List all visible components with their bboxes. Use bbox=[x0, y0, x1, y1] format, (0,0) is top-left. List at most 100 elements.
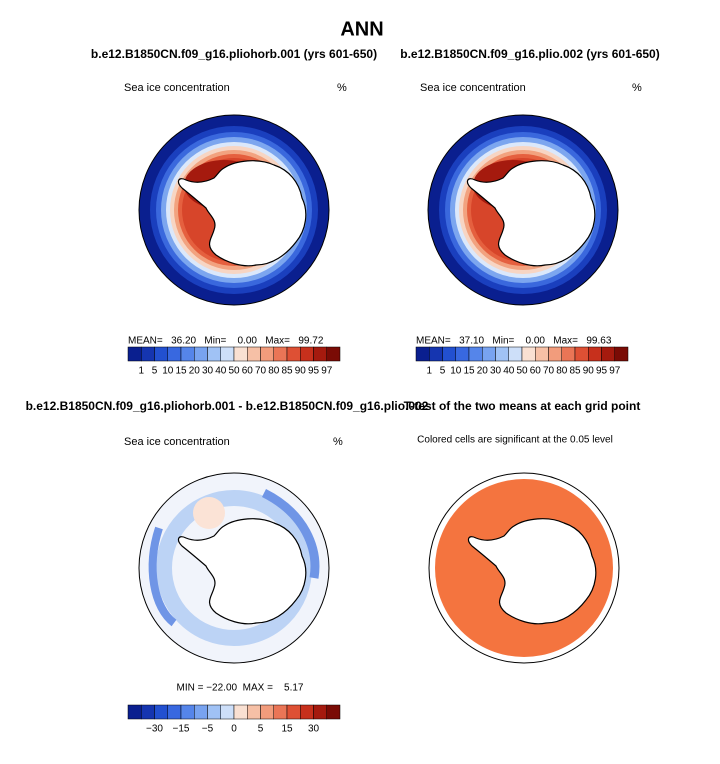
colorbar-box bbox=[468, 346, 483, 362]
colorbar-label: 10 bbox=[450, 366, 462, 377]
polar-map bbox=[138, 472, 330, 664]
colorbar-label: 30 bbox=[490, 366, 502, 377]
colorbar-label: −30 bbox=[146, 724, 163, 735]
colorbar-label: 5 bbox=[258, 724, 264, 735]
stats: MIN = −22.00 MAX = 5.17 bbox=[176, 683, 303, 694]
colorbar-label: 95 bbox=[308, 366, 320, 377]
colorbar-box bbox=[429, 346, 443, 362]
colorbar-box bbox=[194, 704, 208, 720]
unit-label: % bbox=[632, 82, 642, 94]
colorbar-box bbox=[207, 704, 221, 720]
colorbar-box bbox=[273, 704, 288, 720]
colorbar-box bbox=[127, 704, 142, 720]
polar-map bbox=[427, 114, 619, 306]
field-label: Sea ice concentration bbox=[124, 82, 230, 94]
colorbar-label: 60 bbox=[530, 366, 542, 377]
colorbar-box bbox=[220, 704, 235, 720]
colorbar-box bbox=[415, 346, 430, 362]
colorbar-label: 80 bbox=[268, 366, 280, 377]
colorbar-label: 90 bbox=[583, 366, 595, 377]
colorbar-box bbox=[233, 346, 248, 362]
colorbar-box bbox=[614, 346, 629, 362]
colorbar-box bbox=[313, 704, 327, 720]
diff-warm bbox=[193, 497, 225, 529]
panel-title: b.e12.B1850CN.f09_g16.plio.002 (yrs 601-… bbox=[400, 47, 659, 61]
colorbar-box bbox=[601, 346, 615, 362]
colorbar-box bbox=[286, 704, 301, 720]
colorbar-label: 40 bbox=[215, 366, 227, 377]
colorbar-label: 15 bbox=[281, 724, 293, 735]
colorbar-box bbox=[154, 346, 168, 362]
colorbar-box bbox=[194, 346, 208, 362]
colorbar-box bbox=[521, 346, 536, 362]
colorbar-box bbox=[455, 346, 470, 362]
colorbar-box bbox=[273, 346, 288, 362]
colorbar-label: 85 bbox=[281, 366, 293, 377]
colorbar-box bbox=[326, 346, 341, 362]
colorbar-label: 10 bbox=[162, 366, 174, 377]
colorbar-label: 80 bbox=[556, 366, 568, 377]
colorbar-label: 30 bbox=[202, 366, 214, 377]
panel-subtitle: Colored cells are significant at the 0.0… bbox=[417, 435, 613, 446]
colorbar-box bbox=[180, 346, 195, 362]
map-border bbox=[427, 114, 619, 306]
colorbar-box bbox=[247, 346, 261, 362]
diff-band bbox=[148, 526, 177, 627]
colorbar-box bbox=[482, 346, 496, 362]
colorbar-label: 97 bbox=[321, 366, 333, 377]
colorbar-box bbox=[260, 704, 274, 720]
colorbar-label: 1 bbox=[138, 366, 144, 377]
colorbar-box bbox=[220, 346, 235, 362]
colorbar-box bbox=[127, 346, 142, 362]
diff-band bbox=[261, 488, 320, 579]
unit-label: % bbox=[333, 436, 343, 448]
colorbar-box bbox=[574, 346, 589, 362]
colorbar-box bbox=[286, 346, 301, 362]
colorbar-label: 15 bbox=[175, 366, 187, 377]
colorbar-label: 20 bbox=[189, 366, 201, 377]
colorbar-label: 40 bbox=[503, 366, 515, 377]
colorbar-label: 85 bbox=[569, 366, 581, 377]
colorbar-box bbox=[535, 346, 549, 362]
colorbar-label: 5 bbox=[152, 366, 158, 377]
colorbar-box bbox=[247, 704, 261, 720]
colorbar-label: 1 bbox=[426, 366, 432, 377]
panel-title: T-test of the two means at each grid poi… bbox=[404, 399, 641, 413]
colorbar-label: 70 bbox=[543, 366, 555, 377]
colorbar-label: 50 bbox=[228, 366, 240, 377]
colorbar-box bbox=[180, 704, 195, 720]
colorbar-label: 5 bbox=[440, 366, 446, 377]
colorbar-box bbox=[260, 346, 274, 362]
colorbar-label: 15 bbox=[463, 366, 475, 377]
colorbar-box bbox=[442, 346, 456, 362]
colorbar-label: 20 bbox=[477, 366, 489, 377]
colorbar-label: 70 bbox=[255, 366, 267, 377]
colorbar-box bbox=[167, 346, 182, 362]
colorbar-box bbox=[561, 346, 576, 362]
colorbar-box bbox=[141, 704, 155, 720]
unit-label: % bbox=[337, 82, 347, 94]
panel-title: b.e12.B1850CN.f09_g16.pliohorb.001 (yrs … bbox=[91, 47, 377, 61]
panel-title: b.e12.B1850CN.f09_g16.pliohorb.001 - b.e… bbox=[26, 399, 429, 413]
colorbar-box bbox=[326, 704, 341, 720]
field-label: Sea ice concentration bbox=[420, 82, 526, 94]
colorbar-box bbox=[207, 346, 221, 362]
colorbar-box bbox=[300, 704, 314, 720]
colorbar-box bbox=[548, 346, 562, 362]
field-label: Sea ice concentration bbox=[124, 436, 230, 448]
colorbar-box bbox=[588, 346, 602, 362]
polar-map bbox=[428, 472, 620, 664]
colorbar-label: 50 bbox=[516, 366, 528, 377]
stats: MEAN= 37.10 Min= 0.00 Max= 99.63 bbox=[416, 336, 612, 347]
map-border bbox=[138, 114, 330, 306]
stats: MEAN= 36.20 Min= 0.00 Max= 99.72 bbox=[128, 336, 324, 347]
colorbar-label: 60 bbox=[242, 366, 254, 377]
colorbar-label: −5 bbox=[202, 724, 214, 735]
colorbar-label: 30 bbox=[308, 724, 320, 735]
figure-title: ANN bbox=[340, 18, 383, 40]
colorbar-label: 90 bbox=[295, 366, 307, 377]
colorbar-label: 97 bbox=[609, 366, 621, 377]
colorbar-box bbox=[233, 704, 248, 720]
